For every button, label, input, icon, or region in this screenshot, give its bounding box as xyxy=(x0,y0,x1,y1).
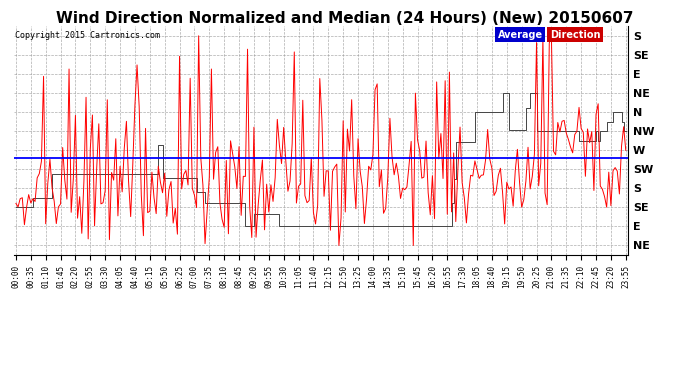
Text: Average: Average xyxy=(497,30,543,40)
Text: Wind Direction Normalized and Median (24 Hours) (New) 20150607: Wind Direction Normalized and Median (24… xyxy=(57,11,633,26)
Text: Direction: Direction xyxy=(550,30,600,40)
Text: Copyright 2015 Cartronics.com: Copyright 2015 Cartronics.com xyxy=(15,31,160,40)
